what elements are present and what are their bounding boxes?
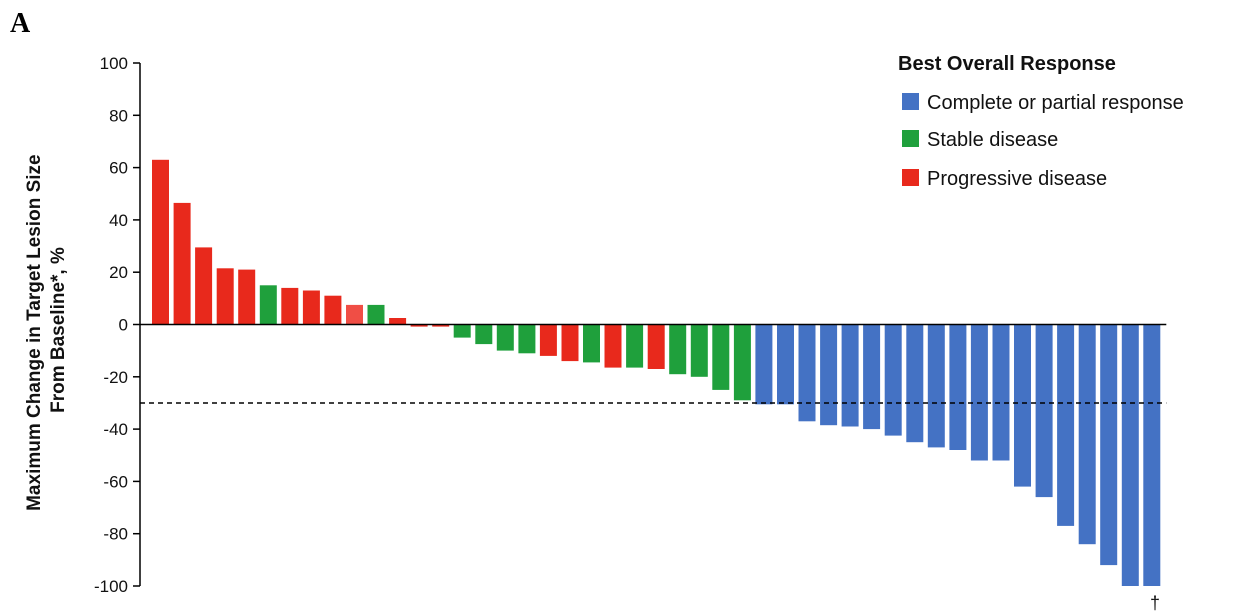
bar-response <box>884 324 902 436</box>
y-tick-label: 0 <box>119 316 128 335</box>
y-axis-title-line-2: From Baseline*, % <box>48 247 69 413</box>
y-tick-label: 60 <box>109 159 128 178</box>
bar-response <box>820 324 838 426</box>
bar-progressive <box>216 268 234 325</box>
bar-response <box>1035 324 1053 498</box>
bar-response <box>1078 324 1096 545</box>
bar-progressive <box>195 247 213 325</box>
bar-progressive <box>238 269 256 325</box>
bar-stable <box>669 324 687 375</box>
bar-progressive <box>410 324 428 327</box>
bar-stable <box>367 304 385 325</box>
legend: Best Overall Response Complete or partia… <box>898 53 1184 190</box>
bar-response <box>992 324 1010 461</box>
bar-response <box>1143 324 1161 586</box>
bar-response <box>755 324 773 405</box>
y-tick-label: -60 <box>103 472 128 491</box>
bar-progressive <box>173 202 191 325</box>
legend-label-response: Complete or partial response <box>927 92 1184 114</box>
bar-progressive <box>647 324 665 369</box>
bar-response <box>777 324 794 405</box>
bar-progressive <box>539 324 557 356</box>
bar-stable <box>583 324 600 363</box>
bar-stable <box>690 324 708 377</box>
bar-progressive <box>604 324 622 368</box>
bar-progressive <box>561 324 579 362</box>
footnote-dagger: † <box>1150 593 1160 613</box>
y-tick-label: 20 <box>109 263 128 282</box>
y-tick-label: 100 <box>100 54 128 73</box>
bars-group <box>152 159 1161 586</box>
bar-response <box>970 324 988 461</box>
bar-stable <box>259 285 277 325</box>
legend-swatch-stable <box>902 130 919 147</box>
bar-progressive <box>152 159 169 325</box>
y-tick-label: -40 <box>103 420 128 439</box>
bar-response <box>1121 324 1139 586</box>
bar-response <box>927 324 945 448</box>
y-axis-title-line-1: Maximum Change in Target Lesion Size <box>24 154 45 511</box>
bar-progressive <box>389 318 407 325</box>
y-tick-label: -100 <box>94 577 128 596</box>
y-axis-title: Maximum Change in Target Lesion Size Fro… <box>24 149 69 511</box>
bar-stable <box>626 324 644 368</box>
bar-stable <box>518 324 536 354</box>
bar-stable <box>475 324 493 345</box>
legend-swatch-progressive <box>902 169 919 186</box>
y-tick-label: 40 <box>109 211 128 230</box>
legend-title: Best Overall Response <box>898 53 1116 75</box>
bar-progressive <box>346 304 363 325</box>
bar-progressive <box>281 287 299 325</box>
bar-stable <box>712 324 730 390</box>
legend-label-stable: Stable disease <box>927 129 1058 151</box>
bar-response <box>1014 324 1031 487</box>
bar-response <box>906 324 924 443</box>
bar-stable <box>733 324 751 401</box>
bar-response <box>863 324 881 430</box>
y-tick-label: -80 <box>103 525 128 544</box>
bar-response <box>1057 324 1075 526</box>
bar-response <box>798 324 816 422</box>
bar-response <box>949 324 967 450</box>
reference-lines <box>140 323 1167 404</box>
legend-label-progressive: Progressive disease <box>927 168 1107 190</box>
y-axis: 100 80 60 40 20 0 -20 -40 -60 -80 -100 <box>94 54 141 596</box>
bar-response <box>1100 324 1118 566</box>
bar-response <box>841 324 859 427</box>
bar-progressive <box>302 290 320 325</box>
bar-progressive <box>324 295 342 325</box>
legend-swatch-response <box>902 93 919 110</box>
panel-label: A <box>10 8 31 39</box>
bar-progressive <box>432 324 450 327</box>
bar-stable <box>496 324 514 351</box>
y-tick-label: -20 <box>103 368 128 387</box>
bar-stable <box>453 324 471 338</box>
y-tick-label: 80 <box>109 106 128 125</box>
